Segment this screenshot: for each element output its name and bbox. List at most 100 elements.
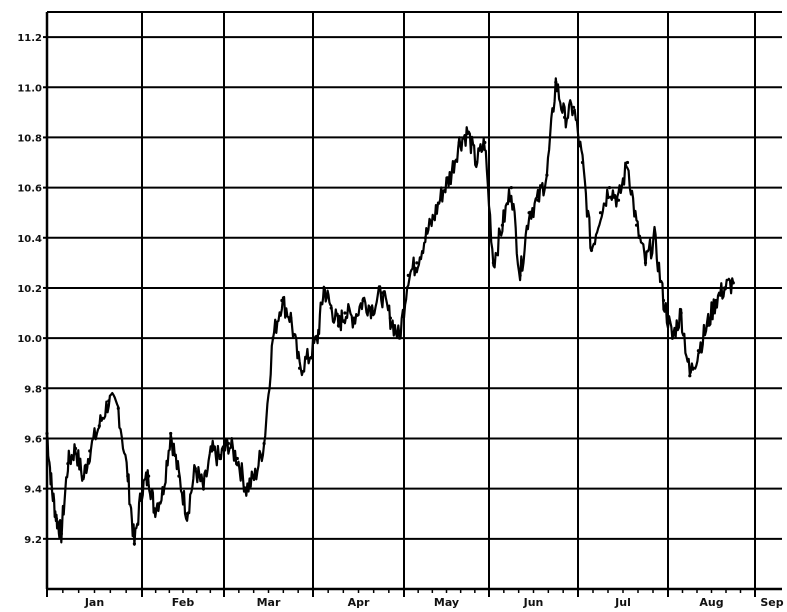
- data-point: [379, 291, 383, 295]
- data-point: [554, 80, 558, 84]
- data-point: [679, 311, 683, 315]
- data-point: [714, 298, 718, 303]
- data-point: [616, 198, 621, 202]
- data-point: [563, 115, 567, 119]
- y-tick-label: 11.0: [17, 83, 42, 94]
- data-point: [307, 356, 311, 360]
- data-point: [370, 306, 374, 310]
- tick-labels: 9.2 9.4 9.6 9.8 10.0 10.2 10.4 10.6 10.8 11.0 11.2…: [17, 33, 783, 609]
- data-point: [545, 173, 549, 177]
- data-point: [580, 160, 585, 165]
- x-tick-label: Jan: [84, 596, 104, 609]
- data-point: [59, 532, 63, 536]
- data-point: [322, 286, 326, 290]
- data-point: [625, 160, 630, 165]
- data-point: [432, 216, 436, 220]
- data-point: [152, 507, 156, 511]
- x-tick-label: Sep: [760, 596, 783, 609]
- data-point: [457, 140, 461, 145]
- data-point: [474, 160, 478, 165]
- data-point: [518, 273, 522, 277]
- data-point: [352, 316, 356, 320]
- series-line: [45, 77, 735, 546]
- data-point: [361, 298, 365, 303]
- y-tick-label: 10.2: [17, 284, 42, 295]
- data-point: [449, 173, 453, 177]
- data-point: [54, 517, 59, 521]
- data-point: [66, 462, 70, 466]
- data-point: [210, 449, 214, 453]
- y-tick-label: 9.8: [24, 384, 42, 395]
- data-point: [466, 130, 470, 134]
- y-tick-label: 9.4: [24, 485, 42, 496]
- data-point: [705, 324, 709, 328]
- data-point: [607, 186, 612, 190]
- data-point: [298, 366, 302, 370]
- data-point: [491, 261, 495, 265]
- data-point: [536, 198, 540, 202]
- data-point: [177, 474, 181, 478]
- data-point: [116, 406, 120, 410]
- y-tick-label: 9.6: [24, 434, 42, 445]
- data-point: [218, 456, 222, 461]
- y-tick-label: 9.2: [24, 535, 42, 546]
- x-tick-label: Apr: [348, 596, 370, 609]
- data-point: [652, 236, 657, 240]
- x-tick-label: May: [434, 596, 459, 609]
- data-point: [140, 487, 144, 491]
- data-point: [244, 487, 248, 491]
- data-point: [483, 140, 487, 145]
- x-tick-label: Feb: [172, 596, 195, 609]
- data-point: [201, 487, 206, 491]
- data-point: [643, 261, 648, 265]
- y-tick-label: 11.2: [17, 33, 42, 44]
- y-tick-label: 10.0: [17, 334, 42, 345]
- data-point: [696, 349, 701, 353]
- x-tick-label: Aug: [699, 596, 723, 609]
- series-layer: [45, 77, 735, 546]
- data-point: [406, 273, 410, 277]
- data-point: [343, 311, 347, 315]
- grid: [47, 12, 782, 589]
- data-point: [126, 474, 130, 478]
- data-point: [185, 512, 189, 516]
- data-point: [670, 336, 675, 340]
- data-point: [509, 186, 513, 190]
- data-point: [107, 399, 111, 403]
- data-point: [262, 441, 266, 446]
- data-point: [280, 298, 284, 303]
- data-point: [45, 431, 49, 436]
- data-point: [661, 298, 666, 303]
- data-point: [253, 474, 257, 478]
- data-point: [169, 431, 173, 436]
- data-point: [226, 441, 230, 446]
- data-point: [97, 424, 101, 428]
- data-point: [193, 467, 197, 471]
- data-point: [589, 248, 594, 252]
- y-tick-label: 10.6: [17, 184, 42, 195]
- data-point: [598, 211, 603, 215]
- data-point: [329, 306, 333, 310]
- data-point: [50, 487, 54, 491]
- data-point: [81, 477, 85, 481]
- data-point: [527, 211, 531, 215]
- data-point: [289, 316, 293, 320]
- data-point: [388, 316, 392, 320]
- data-point: [500, 223, 504, 227]
- data-point: [415, 261, 419, 265]
- axes: [43, 11, 782, 597]
- y-tick-label: 10.8: [17, 133, 42, 144]
- data-point: [634, 223, 639, 227]
- data-point: [271, 336, 275, 340]
- data-point: [440, 191, 444, 195]
- data-point: [336, 324, 341, 328]
- data-point: [235, 456, 239, 461]
- data-point: [88, 449, 92, 453]
- data-point: [731, 281, 735, 285]
- data-point: [147, 474, 151, 478]
- x-tick-label: Jun: [523, 596, 544, 609]
- data-point: [397, 336, 402, 340]
- data-point: [571, 105, 576, 109]
